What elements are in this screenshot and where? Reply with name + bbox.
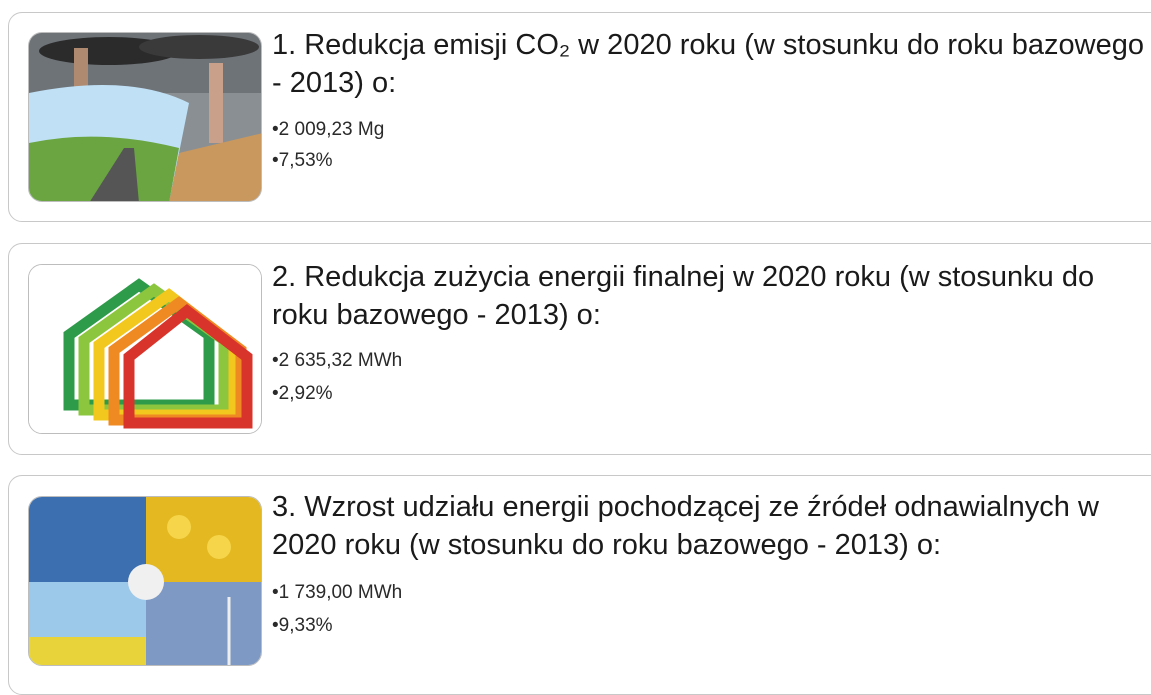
renewable-image [28,496,262,666]
emission-image [28,32,262,202]
item-title: 2. Redukcja zużycia energii finalnej w 2… [272,258,1147,334]
item-title: 1. Redukcja emisji CO₂ w 2020 roku (w st… [272,26,1147,102]
page: 1. Redukcja emisji CO₂ w 2020 roku (w st… [0,0,1151,676]
bullet: •2 635,32 MWh [272,350,402,372]
bullet: •1 739,00 MWh [272,582,402,604]
bullet: •2,92% [272,383,333,405]
bullet: •2 009,23 Mg [272,119,384,141]
bullet: •7,53% [272,150,333,172]
house-image [28,264,262,434]
item-title: 3. Wzrost udziału energii pochodzącej ze… [272,488,1147,564]
bullet: •9,33% [272,615,333,637]
